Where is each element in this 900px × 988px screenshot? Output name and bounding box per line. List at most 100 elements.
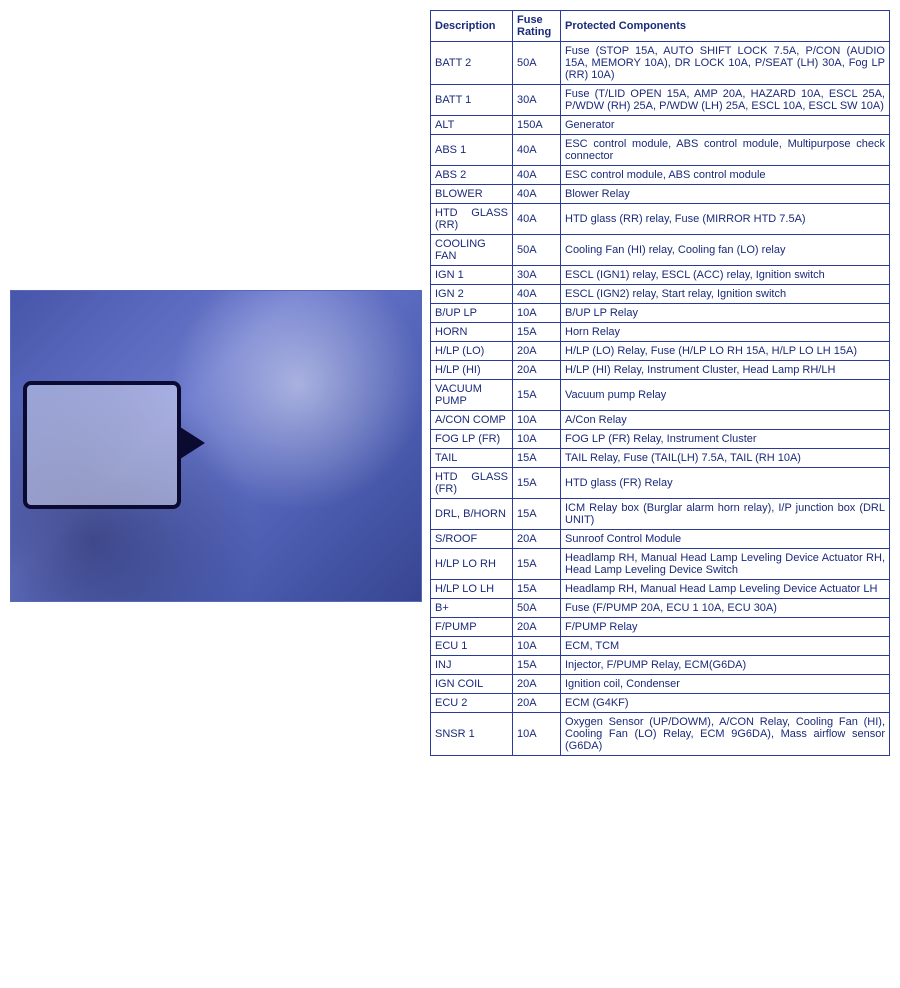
cell-components: Fuse (STOP 15A, AUTO SHIFT LOCK 7.5A, P/… xyxy=(561,42,890,85)
table-row: BLOWER40ABlower Relay xyxy=(431,185,890,204)
cell-rating: 20A xyxy=(513,530,561,549)
cell-rating: 40A xyxy=(513,204,561,235)
cell-description: SNSR 1 xyxy=(431,713,513,756)
fusebox-callout xyxy=(23,381,181,509)
cell-rating: 10A xyxy=(513,430,561,449)
cell-description: TAIL xyxy=(431,449,513,468)
cell-description: ECU 1 xyxy=(431,637,513,656)
table-row: ECU 220AECM (G4KF) xyxy=(431,694,890,713)
cell-rating: 15A xyxy=(513,323,561,342)
cell-components: Blower Relay xyxy=(561,185,890,204)
table-row: ABS 140AESC control module, ABS control … xyxy=(431,135,890,166)
cell-description: F/PUMP xyxy=(431,618,513,637)
cell-components: HTD glass (FR) Relay xyxy=(561,468,890,499)
cell-components: ECM (G4KF) xyxy=(561,694,890,713)
table-row: H/LP (LO)20AH/LP (LO) Relay, Fuse (H/LP … xyxy=(431,342,890,361)
cell-rating: 40A xyxy=(513,166,561,185)
table-row: HORN15AHorn Relay xyxy=(431,323,890,342)
cell-components: Headlamp RH, Manual Head Lamp Leveling D… xyxy=(561,549,890,580)
cell-description: BLOWER xyxy=(431,185,513,204)
cell-rating: 10A xyxy=(513,411,561,430)
table-row: VACUUM PUMP15AVacuum pump Relay xyxy=(431,380,890,411)
cell-description: VACUUM PUMP xyxy=(431,380,513,411)
cell-description: IGN 1 xyxy=(431,266,513,285)
cell-description: S/ROOF xyxy=(431,530,513,549)
cell-rating: 20A xyxy=(513,675,561,694)
table-row: B+50AFuse (F/PUMP 20A, ECU 1 10A, ECU 30… xyxy=(431,599,890,618)
table-header-row: Description Fuse Rating Protected Compon… xyxy=(431,11,890,42)
table-row: SNSR 110AOxygen Sensor (UP/DOWM), A/CON … xyxy=(431,713,890,756)
cell-components: Horn Relay xyxy=(561,323,890,342)
cell-components: ESC control module, ABS control module, … xyxy=(561,135,890,166)
cell-description: HTD GLASS (FR) xyxy=(431,468,513,499)
table-row: ALT150AGenerator xyxy=(431,116,890,135)
cell-components: Cooling Fan (HI) relay, Cooling fan (LO)… xyxy=(561,235,890,266)
cell-description: FOG LP (FR) xyxy=(431,430,513,449)
cell-description: HTD GLASS (RR) xyxy=(431,204,513,235)
dashboard-image-placeholder xyxy=(10,290,422,602)
cell-components: Headlamp RH, Manual Head Lamp Leveling D… xyxy=(561,580,890,599)
fuse-table: Description Fuse Rating Protected Compon… xyxy=(430,10,890,756)
cell-description: A/CON COMP xyxy=(431,411,513,430)
cell-rating: 15A xyxy=(513,468,561,499)
table-row: TAIL15ATAIL Relay, Fuse (TAIL(LH) 7.5A, … xyxy=(431,449,890,468)
table-row: FOG LP (FR)10AFOG LP (FR) Relay, Instrum… xyxy=(431,430,890,449)
cell-description: IGN 2 xyxy=(431,285,513,304)
table-row: F/PUMP20AF/PUMP Relay xyxy=(431,618,890,637)
table-row: DRL, B/HORN15AICM Relay box (Burglar ala… xyxy=(431,499,890,530)
cell-rating: 20A xyxy=(513,342,561,361)
cell-rating: 40A xyxy=(513,285,561,304)
cell-rating: 15A xyxy=(513,499,561,530)
table-row: ABS 240AESC control module, ABS control … xyxy=(431,166,890,185)
table-row: IGN COIL20AIgnition coil, Condenser xyxy=(431,675,890,694)
header-fuse-rating: Fuse Rating xyxy=(513,11,561,42)
cell-components: H/LP (HI) Relay, Instrument Cluster, Hea… xyxy=(561,361,890,380)
header-protected: Protected Components xyxy=(561,11,890,42)
cell-rating: 20A xyxy=(513,618,561,637)
cell-components: A/Con Relay xyxy=(561,411,890,430)
table-row: COOLING FAN50ACooling Fan (HI) relay, Co… xyxy=(431,235,890,266)
cell-components: TAIL Relay, Fuse (TAIL(LH) 7.5A, TAIL (R… xyxy=(561,449,890,468)
table-row: S/ROOF20ASunroof Control Module xyxy=(431,530,890,549)
table-row: BATT 250AFuse (STOP 15A, AUTO SHIFT LOCK… xyxy=(431,42,890,85)
header-description: Description xyxy=(431,11,513,42)
cell-description: ABS 1 xyxy=(431,135,513,166)
cell-description: ECU 2 xyxy=(431,694,513,713)
cell-rating: 10A xyxy=(513,637,561,656)
table-row: ECU 110AECM, TCM xyxy=(431,637,890,656)
cell-components: ESC control module, ABS control module xyxy=(561,166,890,185)
cell-components: Injector, F/PUMP Relay, ECM(G6DA) xyxy=(561,656,890,675)
cell-description: IGN COIL xyxy=(431,675,513,694)
cell-description: ABS 2 xyxy=(431,166,513,185)
cell-rating: 50A xyxy=(513,235,561,266)
table-row: B/UP LP10AB/UP LP Relay xyxy=(431,304,890,323)
cell-description: HORN xyxy=(431,323,513,342)
cell-components: Vacuum pump Relay xyxy=(561,380,890,411)
cell-description: B+ xyxy=(431,599,513,618)
table-row: IGN 130AESCL (IGN1) relay, ESCL (ACC) re… xyxy=(431,266,890,285)
cell-components: ESCL (IGN1) relay, ESCL (ACC) relay, Ign… xyxy=(561,266,890,285)
table-body: BATT 2 50A Fuse (STOP 15A, AUTO SHIFT LOCK… xyxy=(431,42,890,756)
cell-rating: 40A xyxy=(513,185,561,204)
cell-description: BATT 2 xyxy=(431,42,513,85)
cell-components: ECM, TCM xyxy=(561,637,890,656)
table-row: H/LP LO LH15AHeadlamp RH, Manual Head La… xyxy=(431,580,890,599)
cell-components: Fuse (T/LID OPEN 15A, AMP 20A, HAZARD 10… xyxy=(561,85,890,116)
cell-components: HTD glass (RR) relay, Fuse (MIRROR HTD 7… xyxy=(561,204,890,235)
cell-components: ESCL (IGN2) relay, Start relay, Ignition… xyxy=(561,285,890,304)
cell-rating: 150A xyxy=(513,116,561,135)
cell-description: BATT 1 xyxy=(431,85,513,116)
dashboard-photo xyxy=(10,290,420,602)
cell-components: Fuse (F/PUMP 20A, ECU 1 10A, ECU 30A) xyxy=(561,599,890,618)
cell-rating: 15A xyxy=(513,656,561,675)
cell-description: H/LP LO LH xyxy=(431,580,513,599)
cell-description: ALT xyxy=(431,116,513,135)
cell-rating: 10A xyxy=(513,304,561,323)
cell-description: H/LP (LO) xyxy=(431,342,513,361)
cell-rating: 30A xyxy=(513,85,561,116)
cell-components: F/PUMP Relay xyxy=(561,618,890,637)
cell-rating: 15A xyxy=(513,380,561,411)
cell-rating: 15A xyxy=(513,580,561,599)
cell-components: B/UP LP Relay xyxy=(561,304,890,323)
cell-components: Generator xyxy=(561,116,890,135)
